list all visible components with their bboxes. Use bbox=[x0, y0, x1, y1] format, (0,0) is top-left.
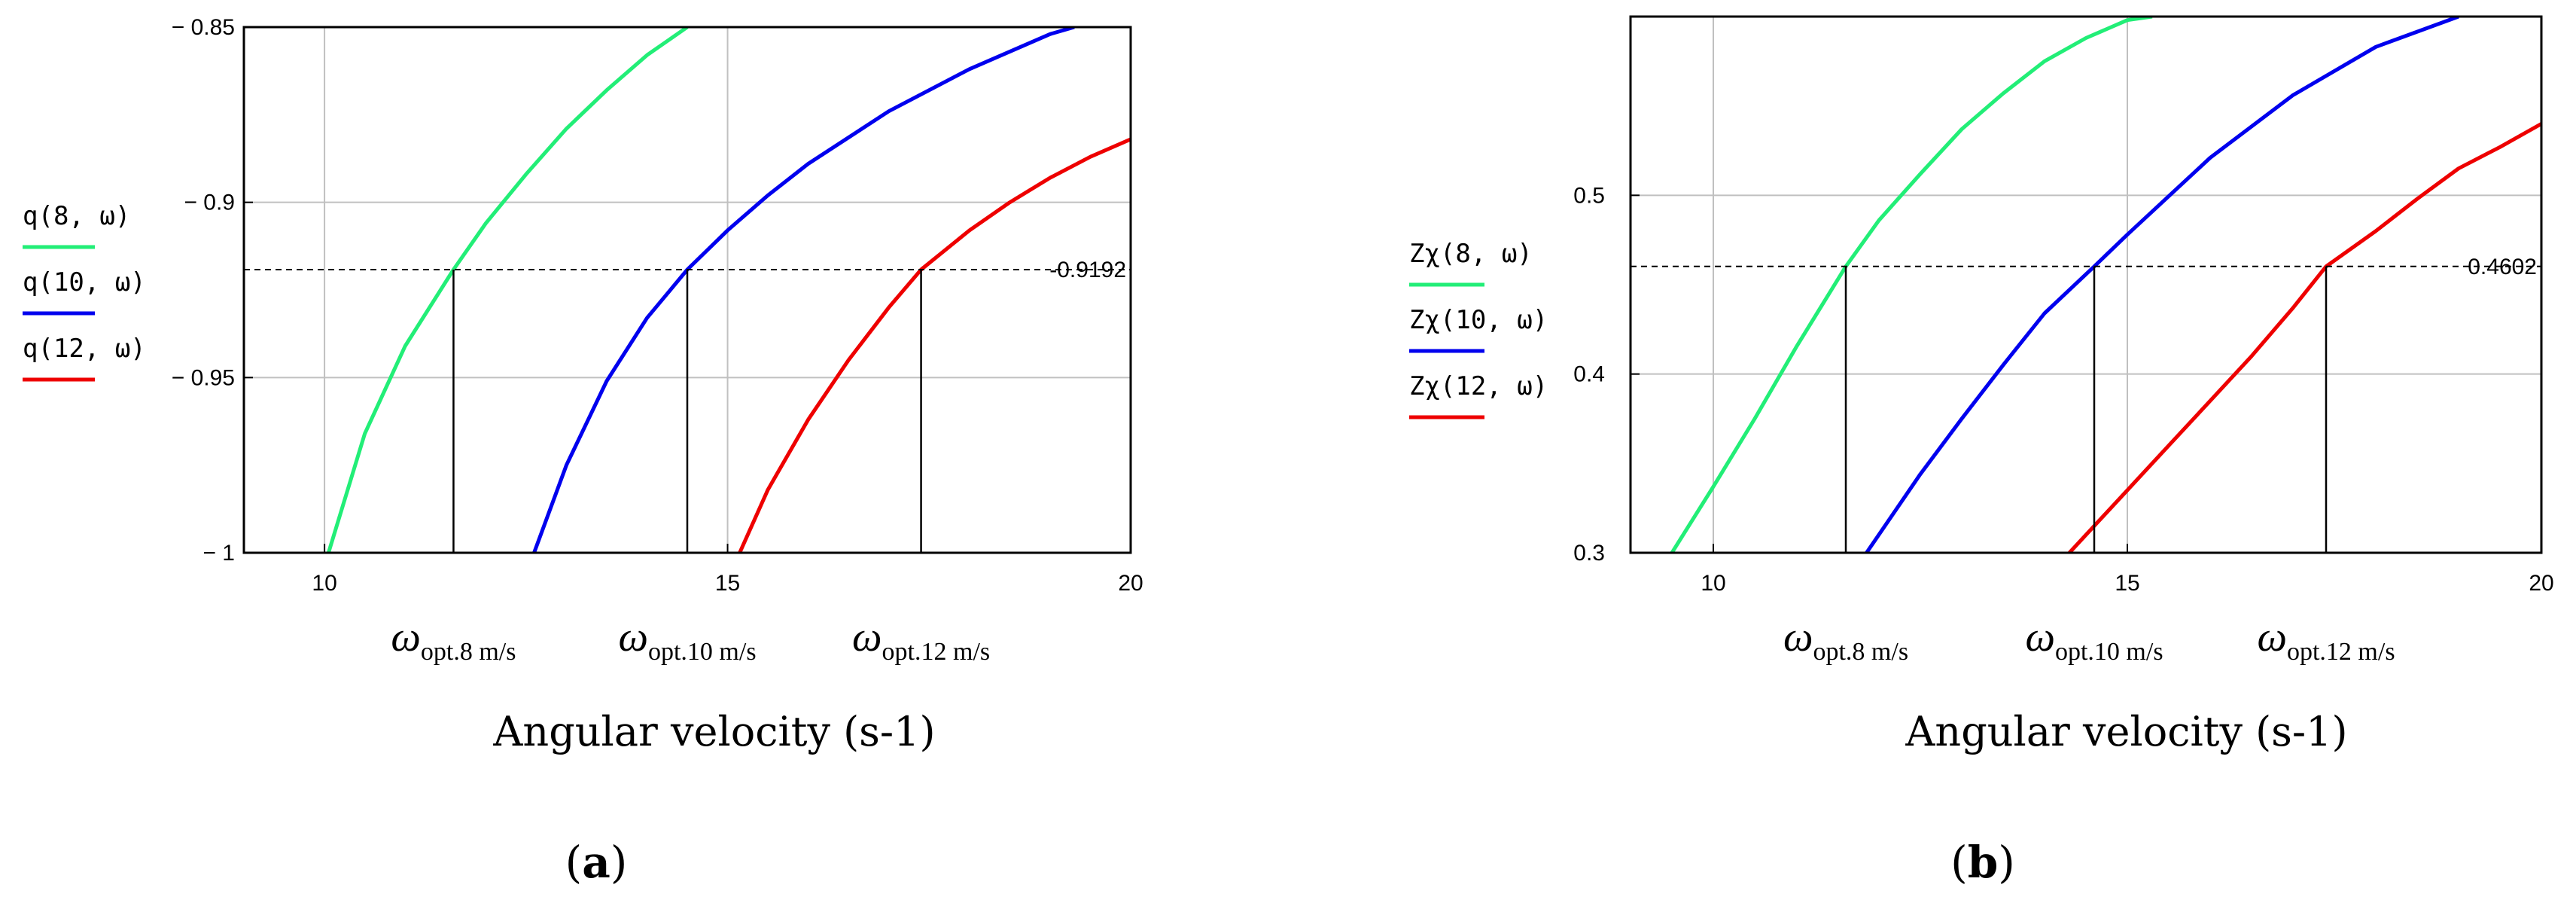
x-tick-label: 15 bbox=[2115, 571, 2139, 596]
series-line-1 bbox=[1670, 17, 2153, 553]
optimum-marker-label: ωopt.8 m/s bbox=[1783, 614, 1908, 666]
reference-value-label: -0.9192 bbox=[1049, 258, 1126, 282]
optimum-marker-label: ωopt.10 m/s bbox=[2025, 614, 2163, 666]
plot-frame bbox=[242, 26, 1132, 554]
series-line-2 bbox=[532, 27, 1075, 553]
y-tick-label: 0.3 bbox=[1573, 541, 1605, 566]
x-tick-label: 15 bbox=[715, 571, 740, 596]
y-tick-label: − 0.85 bbox=[172, 15, 235, 40]
y-tick-label: 0.4 bbox=[1573, 362, 1605, 387]
legend-label: Zχ(12, ω) bbox=[1409, 371, 1548, 401]
x-tick-label: 20 bbox=[2529, 571, 2553, 596]
series-line-3 bbox=[738, 137, 1131, 553]
series-line-1 bbox=[327, 27, 689, 553]
legend-label: q(10, ω) bbox=[23, 267, 146, 297]
y-tick-label: − 1 bbox=[202, 541, 235, 566]
x-axis-label: Angular velocity (s-1) bbox=[492, 708, 935, 755]
series-line-2 bbox=[1865, 17, 2459, 553]
series-line-3 bbox=[2068, 122, 2541, 553]
legend-label: q(8, ω) bbox=[23, 201, 130, 231]
optimum-marker-label: ωopt.8 m/s bbox=[391, 614, 516, 666]
x-tick-label: 20 bbox=[1118, 571, 1143, 596]
legend-label: Zχ(8, ω) bbox=[1409, 239, 1533, 269]
x-axis-label: Angular velocity (s-1) bbox=[1905, 708, 2347, 755]
optimum-marker-label: ωopt.12 m/s bbox=[2257, 614, 2395, 666]
optimum-marker-label: ωopt.12 m/s bbox=[852, 614, 990, 666]
plot-frame bbox=[1629, 15, 2543, 554]
y-tick-label: − 0.95 bbox=[172, 365, 235, 390]
panel-label: (b) bbox=[1950, 837, 2015, 888]
legend-label: q(12, ω) bbox=[23, 334, 146, 364]
panel-label: (a) bbox=[565, 837, 628, 888]
y-tick-label: 0.5 bbox=[1573, 183, 1605, 208]
panel-a: -0.9192 ωopt.8 m/s ωopt.10 m/s ωopt.12 m/s −… bbox=[23, 15, 1143, 888]
y-tick-label: − 0.9 bbox=[184, 191, 235, 215]
x-tick-label: 10 bbox=[312, 571, 336, 596]
x-tick-label: 10 bbox=[1701, 571, 1725, 596]
legend-label: Zχ(10, ω) bbox=[1409, 305, 1548, 335]
panel-b: 0.4602 ωopt.8 m/s ωopt.10 m/s ωopt.12 m/s 0.… bbox=[1409, 15, 2554, 888]
optimum-marker-label: ωopt.10 m/s bbox=[618, 614, 756, 666]
reference-value-label: 0.4602 bbox=[2468, 255, 2537, 279]
